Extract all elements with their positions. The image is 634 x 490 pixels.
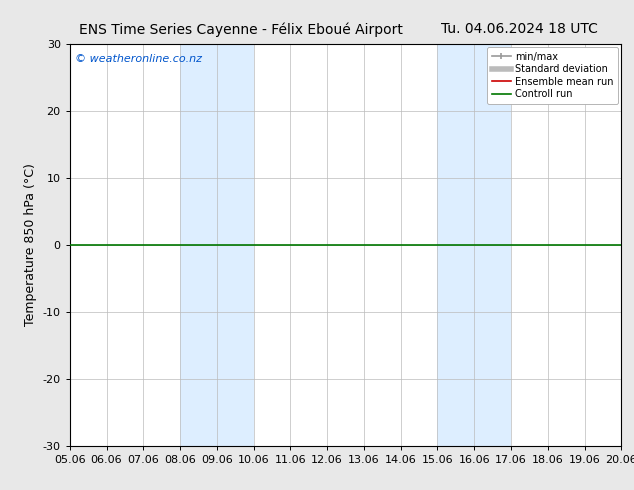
Bar — [437, 44, 511, 446]
Text: Tu. 04.06.2024 18 UTC: Tu. 04.06.2024 18 UTC — [441, 22, 598, 36]
Text: ENS Time Series Cayenne - Félix Eboué Airport: ENS Time Series Cayenne - Félix Eboué Ai… — [79, 22, 403, 37]
Y-axis label: Temperature 850 hPa (°C): Temperature 850 hPa (°C) — [24, 164, 37, 326]
Text: © weatheronline.co.nz: © weatheronline.co.nz — [75, 54, 202, 64]
Bar — [180, 44, 254, 446]
Legend: min/max, Standard deviation, Ensemble mean run, Controll run: min/max, Standard deviation, Ensemble me… — [487, 47, 618, 104]
